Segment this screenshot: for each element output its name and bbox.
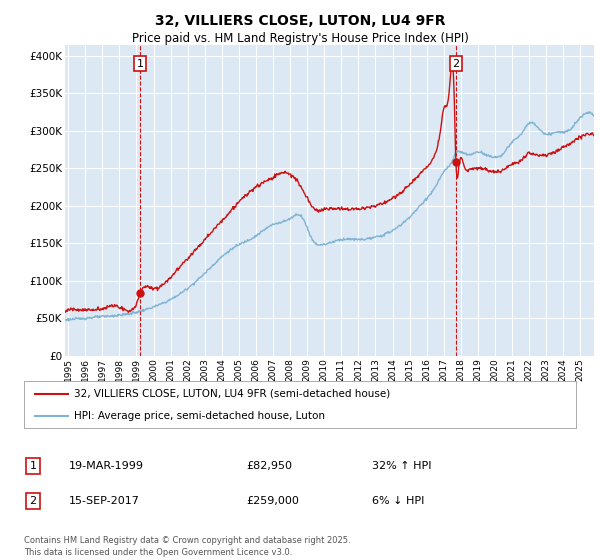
Text: 32, VILLIERS CLOSE, LUTON, LU4 9FR: 32, VILLIERS CLOSE, LUTON, LU4 9FR <box>155 14 445 28</box>
Text: 2: 2 <box>29 496 37 506</box>
Text: HPI: Average price, semi-detached house, Luton: HPI: Average price, semi-detached house,… <box>74 410 325 421</box>
Text: 32, VILLIERS CLOSE, LUTON, LU4 9FR (semi-detached house): 32, VILLIERS CLOSE, LUTON, LU4 9FR (semi… <box>74 389 390 399</box>
Text: 6% ↓ HPI: 6% ↓ HPI <box>372 496 424 506</box>
Text: 19-MAR-1999: 19-MAR-1999 <box>69 461 144 471</box>
Text: Price paid vs. HM Land Registry's House Price Index (HPI): Price paid vs. HM Land Registry's House … <box>131 32 469 45</box>
Text: £82,950: £82,950 <box>246 461 292 471</box>
Text: 1: 1 <box>29 461 37 471</box>
Text: Contains HM Land Registry data © Crown copyright and database right 2025.
This d: Contains HM Land Registry data © Crown c… <box>24 536 350 557</box>
Text: 15-SEP-2017: 15-SEP-2017 <box>69 496 140 506</box>
Text: 2: 2 <box>452 59 460 68</box>
Text: 1: 1 <box>137 59 143 68</box>
Text: £259,000: £259,000 <box>246 496 299 506</box>
Text: 32% ↑ HPI: 32% ↑ HPI <box>372 461 431 471</box>
